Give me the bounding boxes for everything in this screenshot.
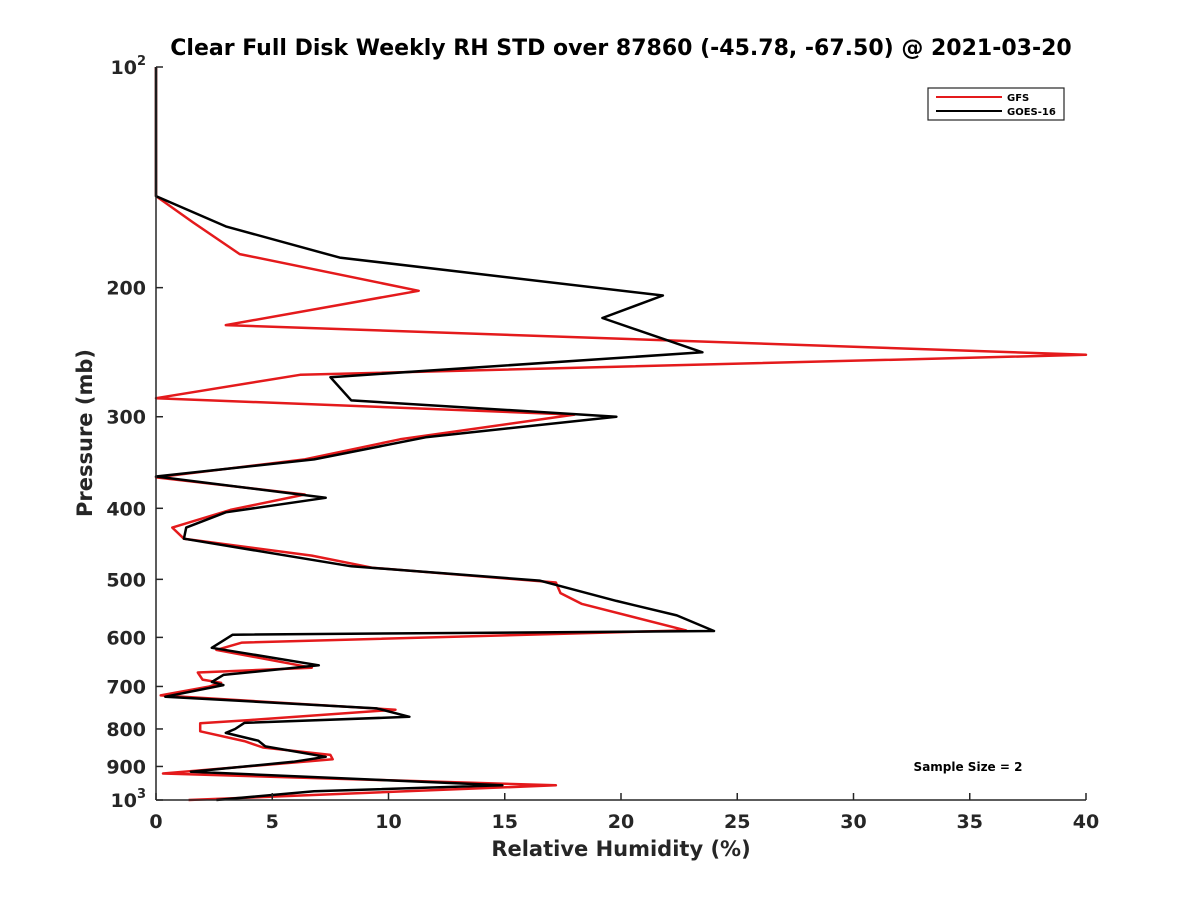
y-tick-label: 800: [106, 719, 146, 741]
y-decade-tick-label: 103: [111, 787, 147, 812]
y-tick-label: 200: [106, 278, 146, 300]
x-tick-label: 30: [840, 811, 866, 833]
y-tick-label: 900: [106, 756, 146, 778]
legend: GFS GOES-16: [927, 87, 1065, 121]
y-decade-tick-label: 102: [111, 54, 147, 79]
x-tick-label: 40: [1073, 811, 1099, 833]
legend-label-gfs: GFS: [1007, 93, 1029, 104]
sample-size-annotation: Sample Size = 2: [914, 760, 1023, 774]
y-tick-label: 700: [106, 676, 146, 698]
x-tick-label: 15: [492, 811, 518, 833]
x-tick-label: 20: [608, 811, 634, 833]
y-tick-label: 600: [106, 627, 146, 649]
series-line-goes16: [154, 67, 716, 802]
y-tick-label: 300: [106, 407, 146, 429]
x-tick-label: 25: [724, 811, 750, 833]
x-tick-label: 5: [266, 811, 279, 833]
series-line-gfs: [154, 67, 1088, 802]
y-tick-label: 500: [106, 569, 146, 591]
x-ticks: 0 5 10 15 20 25 30 35 40: [149, 793, 1099, 833]
y-tick-label: 400: [106, 498, 146, 520]
x-axis-label: Relative Humidity (%): [491, 837, 750, 861]
x-tick-label: 0: [149, 811, 162, 833]
series-layer: [154, 67, 1088, 802]
legend-label-goes16: GOES-16: [1007, 107, 1056, 118]
legend-box: [927, 87, 1065, 121]
axes-layer: [155, 67, 1086, 801]
x-tick-label: 10: [375, 811, 401, 833]
y-axis-label: Pressure (mb): [73, 349, 97, 517]
chart-title: Clear Full Disk Weekly RH STD over 87860…: [170, 36, 1071, 61]
y-ticks: 200 300 400 500 600 700 800 900 102 103: [106, 54, 163, 812]
x-tick-label: 35: [957, 811, 983, 833]
plot-area: 0 5 10 15 20 25 30 35 40 200 300 400 500 600 700 800 90…: [106, 54, 1099, 833]
